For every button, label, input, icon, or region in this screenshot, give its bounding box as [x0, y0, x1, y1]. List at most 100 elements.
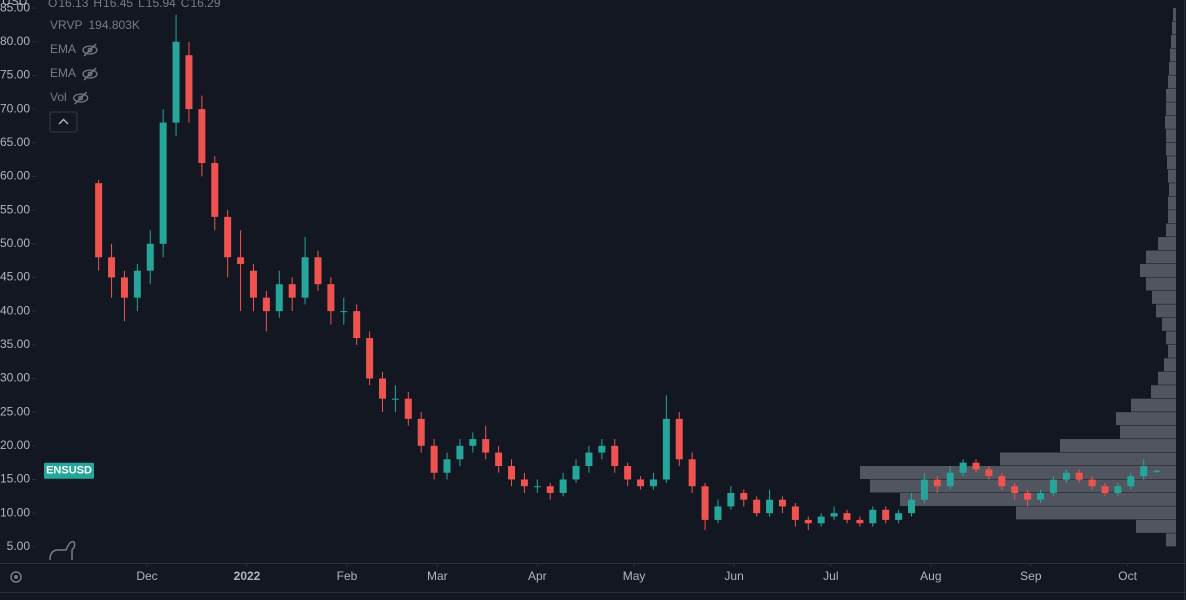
candle-body — [456, 445, 464, 460]
candle-body — [185, 55, 193, 110]
candle-body — [753, 499, 761, 514]
logo — [49, 540, 76, 561]
candle-body — [275, 284, 283, 312]
currency-label: USD — [2, 0, 28, 8]
candle-body — [314, 257, 322, 285]
x-tick-label: Sep — [1020, 569, 1042, 583]
eye — [82, 45, 98, 55]
candle-body — [520, 479, 528, 487]
candle-body — [404, 398, 412, 419]
symbol-label-bg — [44, 462, 94, 479]
volume-profile-bar — [1166, 88, 1176, 102]
candle-body — [288, 284, 296, 298]
candle-body — [546, 486, 554, 493]
candle-body — [804, 519, 812, 524]
candle-body — [637, 479, 645, 487]
candle-body — [198, 109, 206, 163]
hide-icon[interactable] — [73, 91, 89, 105]
y-tick-label: 85.00 — [0, 0, 30, 14]
candle-body — [249, 270, 257, 298]
volume-profile-bar — [1168, 169, 1176, 183]
candle-body — [946, 472, 954, 487]
candle-body — [856, 519, 864, 524]
y-tick-label: 10.00 — [0, 505, 30, 519]
volume-profile-bar — [1060, 439, 1176, 453]
x-tick-label: Mar — [427, 569, 448, 583]
y-tick-label: 65.00 — [0, 135, 30, 149]
strike — [83, 43, 97, 57]
volume-profile-bar — [870, 479, 1176, 493]
legend-panel: O 16.13 H 16.45 L 15.94 C 16.29 VRVP 194.803K EMA E… — [48, 0, 221, 133]
candle-body — [611, 445, 619, 467]
hide-icon[interactable] — [82, 67, 98, 81]
volume-profile-bar — [1167, 156, 1176, 170]
hide-icon[interactable] — [82, 43, 98, 57]
candle-body — [598, 445, 606, 453]
candle-body — [533, 486, 541, 488]
candle-body — [224, 216, 232, 258]
x-tick-label: Jul — [823, 569, 838, 583]
candle-body — [482, 439, 490, 453]
volume-profile-bar — [1151, 385, 1176, 399]
x-tick-label: May — [623, 569, 646, 583]
candle-body — [172, 41, 180, 123]
ohlc-value: 16.29 — [190, 0, 220, 10]
y-tick-label: 20.00 — [0, 438, 30, 452]
gear — [10, 571, 22, 583]
candle-body — [353, 311, 361, 339]
y-tick-label: 5.00 — [7, 539, 31, 553]
volume-profile-bar — [1116, 412, 1176, 426]
ohlc-key: L — [138, 0, 145, 10]
candle-body — [1049, 479, 1057, 493]
candle-body — [120, 277, 128, 298]
indicator-name: EMA — [50, 66, 76, 80]
candle-body — [327, 284, 335, 312]
candle-body — [469, 439, 477, 446]
candle-body — [108, 257, 116, 278]
volume-profile-bar — [1158, 237, 1176, 251]
volume-profile-bar — [1171, 35, 1176, 48]
candle-body — [1114, 486, 1122, 493]
volume-profile-bar — [1146, 277, 1176, 291]
volume-profile-bar — [1169, 183, 1176, 197]
candle-body — [740, 492, 748, 500]
pupil — [78, 95, 84, 101]
candle-body — [366, 338, 374, 379]
chevron-up — [58, 118, 69, 125]
settings-icon[interactable] — [10, 571, 22, 583]
candle-body — [1024, 492, 1032, 500]
y-tick-label: 35.00 — [0, 337, 30, 351]
x-tick-label: Oct — [1118, 569, 1137, 583]
candle-body — [146, 243, 154, 271]
x-tick-label: Aug — [920, 569, 941, 583]
candle-body — [262, 297, 270, 312]
ohlc-value: 15.94 — [146, 0, 176, 10]
volume-profile-bar — [1162, 317, 1176, 331]
ohlc-key: O — [48, 0, 57, 10]
candle-body — [508, 466, 516, 480]
ohlc-key: C — [181, 0, 190, 10]
logo-shape — [49, 540, 76, 561]
candle-body — [817, 516, 825, 524]
volume-profile-bar — [1166, 533, 1176, 547]
y-tick-label: 75.00 — [0, 68, 30, 82]
candle-body — [1062, 472, 1070, 480]
candle-body — [1140, 466, 1148, 477]
y-tick-label: 30.00 — [0, 371, 30, 385]
candle-body — [985, 469, 993, 477]
candle-body — [1011, 486, 1019, 493]
candle-body — [133, 270, 141, 298]
candle-body — [869, 509, 877, 524]
candle-body — [895, 513, 903, 520]
volume-profile-bar — [1173, 8, 1176, 22]
volume-profile-bar — [860, 466, 1176, 479]
candle-body — [791, 506, 799, 520]
x-tick-label: Dec — [136, 569, 157, 583]
collapse-button[interactable] — [49, 111, 78, 133]
candle-body — [766, 499, 774, 514]
volume-profile-bar — [1165, 115, 1176, 129]
candle-body — [624, 466, 632, 480]
volume-profile-bar — [1168, 210, 1176, 224]
ohlc-value: 16.45 — [103, 0, 133, 10]
